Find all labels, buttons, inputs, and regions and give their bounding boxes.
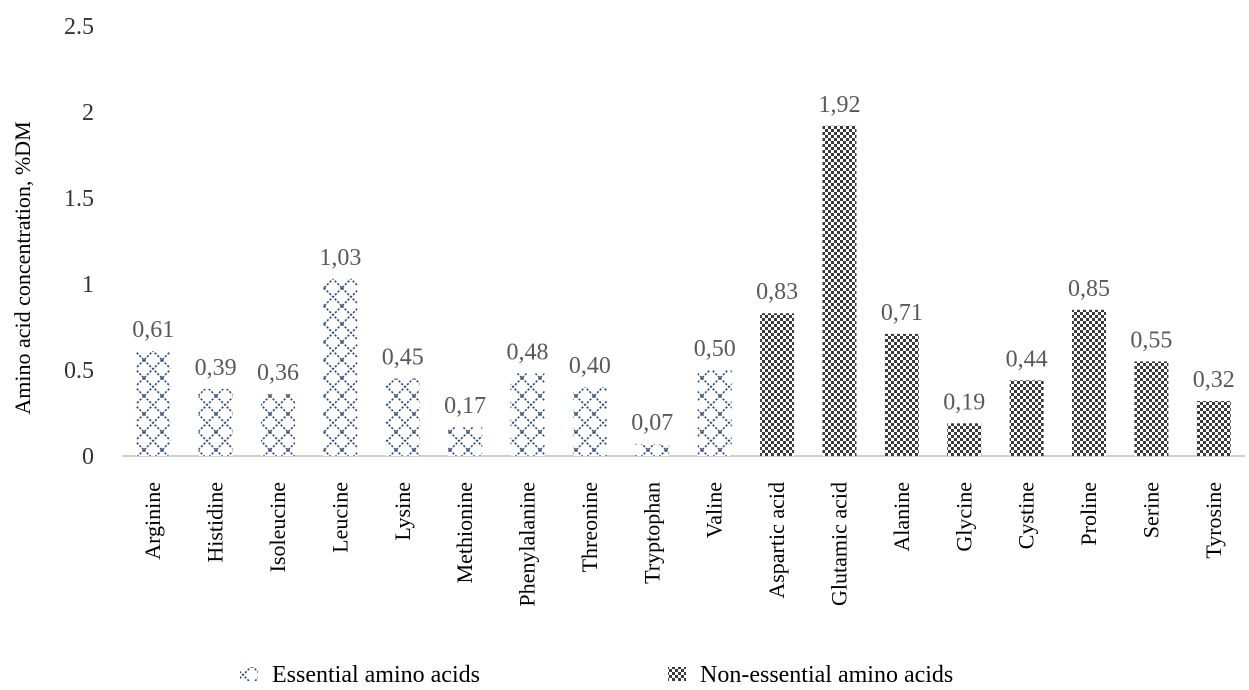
legend-swatch-essential — [240, 667, 258, 681]
bar — [947, 423, 982, 456]
bar — [510, 373, 545, 456]
bar — [635, 443, 670, 456]
y-tick-label: 0.5 — [64, 358, 94, 384]
data-label: 0,50 — [694, 336, 736, 362]
category-label: Aspartic acid — [764, 482, 789, 599]
y-tick-label: 1 — [82, 272, 94, 298]
data-label: 0,55 — [1130, 327, 1172, 353]
category-label: Tyrosine — [1201, 482, 1226, 559]
bar — [323, 278, 358, 456]
y-tick-label: 2.5 — [64, 14, 94, 40]
y-tick-label: 2 — [82, 100, 94, 126]
y-tick-label: 1.5 — [64, 186, 94, 212]
category-label: Alanine — [889, 482, 914, 552]
bars — [136, 125, 1231, 456]
data-label: 0,71 — [881, 300, 923, 326]
legend: Essential amino acids Non-essential amin… — [240, 662, 953, 688]
category-label: Methionine — [452, 482, 477, 583]
bar — [822, 125, 857, 456]
y-axis-ticks: 0 0.5 1 1.5 2 2.5 — [64, 14, 94, 470]
legend-label-nonessential: Non-essential amino acids — [700, 662, 953, 688]
data-label: 0,17 — [444, 393, 486, 419]
data-label: 0,19 — [943, 389, 985, 415]
legend-swatch-nonessential — [668, 667, 686, 681]
y-axis-title: Amino acid concentration, %DM — [10, 121, 35, 414]
category-label: Valine — [702, 482, 727, 538]
data-label: 0,61 — [132, 317, 174, 343]
category-label: Lysine — [390, 482, 415, 541]
bar — [760, 313, 795, 456]
bar — [1009, 380, 1044, 456]
category-label: Tryptophan — [639, 482, 664, 584]
data-label: 0,39 — [195, 355, 237, 381]
category-label: Histidine — [203, 482, 228, 563]
data-label: 0,36 — [257, 360, 299, 386]
category-label: Leucine — [327, 482, 352, 553]
category-label: Proline — [1076, 482, 1101, 546]
bar — [1196, 400, 1231, 456]
bar — [448, 426, 483, 456]
bar — [198, 388, 233, 456]
category-labels: Arginine Histidine Isoleucine Leucine Lysine… — [140, 482, 1226, 607]
data-label: 0,45 — [382, 345, 424, 371]
data-label: 1,92 — [818, 92, 860, 118]
bar — [1134, 361, 1169, 456]
bar — [136, 351, 171, 456]
bar — [884, 333, 919, 456]
category-label: Arginine — [140, 482, 165, 560]
y-tick-label: 0 — [82, 444, 94, 470]
data-label: 0,40 — [569, 353, 611, 379]
data-label: 0,44 — [1006, 346, 1048, 372]
legend-label-essential: Essential amino acids — [272, 662, 480, 688]
bar — [385, 378, 420, 456]
category-label: Serine — [1138, 482, 1163, 538]
category-label: Glutamic acid — [826, 482, 851, 606]
category-label: Isoleucine — [265, 482, 290, 572]
data-labels: 0,61 0,39 0,36 1,03 0,45 0,17 0,48 0,40 0,07 0,50… — [132, 92, 1235, 436]
data-label: 0,85 — [1068, 276, 1110, 302]
data-label: 0,32 — [1193, 367, 1235, 393]
data-label: 0,83 — [756, 279, 798, 305]
data-label: 0,48 — [507, 339, 549, 365]
data-label: 0,07 — [631, 410, 673, 436]
bar — [697, 370, 732, 456]
bar — [572, 387, 607, 456]
bar — [260, 394, 295, 456]
category-label: Glycine — [951, 482, 976, 552]
bar — [1072, 309, 1107, 456]
category-label: Threonine — [577, 482, 602, 572]
category-label: Phenylalanine — [515, 482, 540, 607]
data-label: 1,03 — [319, 245, 361, 271]
category-label: Cystine — [1014, 482, 1039, 549]
